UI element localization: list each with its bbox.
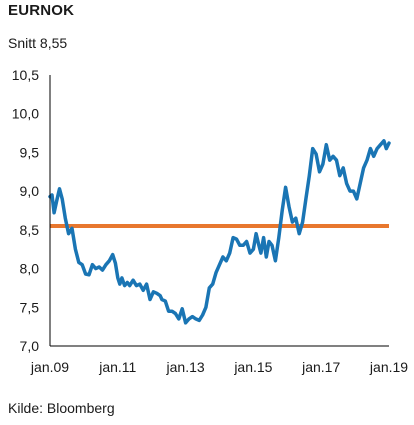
x-tick-label: jan.09: [30, 359, 69, 375]
x-tick-label: jan.15: [233, 359, 272, 375]
x-tick-label: jan.19: [369, 359, 408, 375]
y-tick-label: 9,5: [20, 144, 40, 160]
source-note: Kilde: Bloomberg: [8, 400, 115, 416]
y-axis-tick-labels: 10,5 10,0 9,5 9,0 8,5 8,0 7,5 7,0: [12, 67, 39, 354]
y-tick-label: 9,0: [20, 183, 40, 199]
x-tick-label: jan.13: [166, 359, 205, 375]
y-tick-label: 7,0: [20, 338, 40, 354]
eurnok-series-line: [48, 139, 391, 325]
x-axis-tick-labels: jan.09 jan.11 jan.13 jan.15 jan.17 jan.19: [30, 359, 408, 375]
y-tick-label: 7,5: [20, 299, 40, 315]
chart-title: EURNOK: [8, 2, 75, 19]
y-tick-label: 8,0: [20, 261, 40, 277]
y-tick-label: 10,5: [12, 67, 39, 83]
average-label: Snitt 8,55: [8, 35, 68, 51]
y-tick-label: 8,5: [20, 222, 40, 238]
x-tick-label: jan.11: [98, 359, 136, 375]
x-tick-label: jan.17: [301, 359, 340, 375]
y-tick-label: 10,0: [12, 106, 39, 122]
